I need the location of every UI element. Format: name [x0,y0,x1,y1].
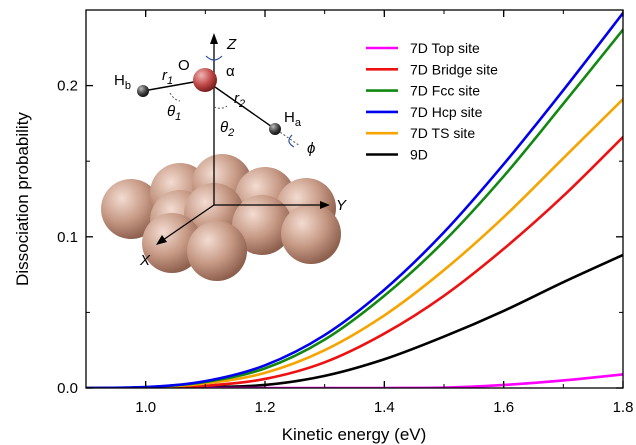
oxygen-atom [193,68,217,92]
plot-frame [85,9,624,389]
ha-label: Ha [284,109,302,129]
legend-label-7d-bridge-site: 7D Bridge site [410,61,498,77]
x-axis-title: Kinetic energy (eV) [282,425,427,444]
series-line-7d-hcp-site [86,11,623,388]
y-tick-label: 0.1 [57,229,78,246]
legend: 7D Top site 7D Bridge site 7D Fcc site 7D H… [366,40,498,163]
x-tick-label: 1.2 [255,399,276,416]
oxygen-label: O [178,57,190,74]
y-axis-label: Y [336,197,347,214]
alpha-label: α [226,63,235,80]
x-axis-label: X [139,252,151,269]
hb-label: Hb [114,72,131,92]
r1-label: r1 [162,67,173,87]
hydrogen-atom-a [269,123,281,135]
legend-label-7d-top-site: 7D Top site [410,40,480,56]
z-axis-label: Z [226,36,237,53]
y-tick-label: 0.0 [57,380,78,397]
legend-label-7d-fcc-site: 7D Fcc site [410,83,480,99]
x-tick-label: 1.4 [374,399,395,416]
phi-rotation-icon [288,134,295,148]
y-axis-title: Dissociation probability [13,112,32,286]
cu-atom [142,213,202,273]
y-tick-label: 0.2 [57,78,78,95]
r2-label: r2 [234,90,245,110]
legend-label-9d: 9D [410,147,428,163]
inset-axes [156,33,330,245]
series-line-7d-top-site [86,373,623,388]
x-tick-label: 1.8 [613,399,634,416]
molecule-inset: Z Y X O Hb Ha r1 r2 θ1 θ2 α ϕ [101,33,347,281]
cu-surface-atoms [101,154,341,281]
theta2-arc [213,105,228,109]
alpha-rotation-icon [205,55,223,61]
series-line-9d [86,253,623,388]
x-tick-label: 1.0 [135,399,156,416]
theta1-label: θ1 [167,103,181,123]
legend-label-7d-hcp-site: 7D Hcp site [410,104,483,120]
phi-label: ϕ [307,140,315,157]
hydrogen-atom-b [137,85,149,97]
theta1-arc [169,92,181,102]
legend-label-7d-ts-site: 7D TS site [410,125,475,141]
phi-axis-dashed [276,129,301,147]
cu-atom [101,179,161,239]
cu-atom [187,221,247,281]
cu-atom [281,204,341,264]
theta2-label: θ2 [220,119,234,139]
cu-atom [232,195,292,255]
x-tick-label: 1.6 [493,399,514,416]
series-line-7d-bridge-site [86,135,623,388]
tick-layer: 1.0 1.2 1.4 1.6 1.8 0.0 0.1 0.2 [57,10,633,416]
